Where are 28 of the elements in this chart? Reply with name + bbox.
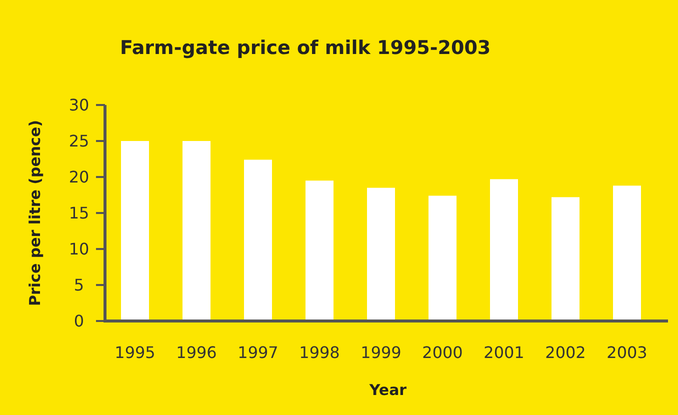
y-tick-label: 20 xyxy=(68,168,90,187)
x-tick-label: 1996 xyxy=(176,343,217,362)
bar xyxy=(490,179,518,321)
bar xyxy=(182,141,210,321)
y-tick-label: 5 xyxy=(74,276,84,295)
y-tick-label: 15 xyxy=(68,204,90,223)
bar xyxy=(613,186,641,321)
x-tick-label: 2000 xyxy=(422,343,463,362)
x-tick-label: 2003 xyxy=(606,343,648,362)
bar xyxy=(552,197,580,321)
x-tick-label: 2002 xyxy=(545,343,586,362)
x-tick-label: 2001 xyxy=(484,343,524,362)
x-tick-label: 1999 xyxy=(360,343,402,362)
bar xyxy=(306,180,334,321)
x-tick-label: 1995 xyxy=(114,343,156,362)
chart-title: Farm-gate price of milk 1995-2003 xyxy=(120,37,491,59)
bar xyxy=(428,196,456,321)
y-tick-label: 10 xyxy=(68,240,90,259)
x-tick-label: 1997 xyxy=(238,343,278,362)
bar xyxy=(244,160,272,321)
bar xyxy=(121,141,149,321)
y-tick-label: 0 xyxy=(74,312,84,331)
y-tick-label: 25 xyxy=(68,132,90,151)
y-tick-label: 30 xyxy=(68,96,90,115)
x-tick-label: 1998 xyxy=(299,343,340,362)
y-axis-title: Price per litre (pence) xyxy=(26,120,44,306)
bar xyxy=(367,188,395,321)
x-axis-title: Year xyxy=(368,381,408,399)
